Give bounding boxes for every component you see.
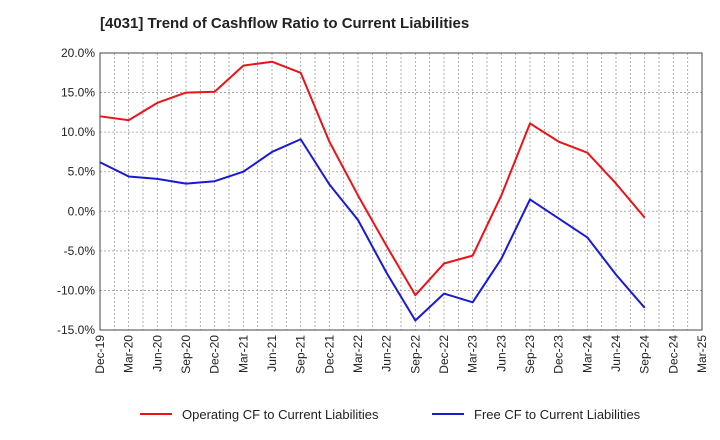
x-tick-label: Dec-22 — [437, 335, 451, 374]
x-tick-label: Dec-19 — [93, 335, 107, 374]
x-tick-label: Jun-23 — [494, 335, 508, 372]
series-line-2 — [99, 138, 646, 322]
plot-area — [100, 53, 702, 330]
plot-border — [99, 52, 703, 331]
x-tick-label: Jun-24 — [609, 335, 623, 372]
x-tick-label: Sep-21 — [294, 335, 308, 374]
legend-label-1: Operating CF to Current Liabilities — [182, 407, 379, 422]
x-tick-label: Mar-24 — [580, 335, 594, 373]
y-tick-label: -15.0% — [57, 323, 95, 337]
series-line-1 — [99, 60, 646, 297]
y-tick-label: -10.0% — [57, 283, 95, 297]
y-tick-label: 20.0% — [61, 46, 95, 60]
y-tick-label: 0.0% — [68, 204, 96, 218]
x-tick-label: Mar-25 — [695, 335, 709, 373]
y-tick-label: 5.0% — [68, 165, 96, 179]
x-tick-label: Sep-20 — [179, 335, 193, 374]
x-tick-label: Sep-24 — [638, 335, 652, 374]
x-tick-label: Mar-22 — [351, 335, 365, 373]
x-tick-label: Dec-20 — [208, 335, 222, 374]
chart-title: [4031] Trend of Cashflow Ratio to Curren… — [100, 15, 470, 32]
x-tick-label: Jun-21 — [265, 335, 279, 372]
x-tick-label: Sep-22 — [408, 335, 422, 374]
y-tick-label: -5.0% — [64, 244, 96, 258]
x-tick-label: Mar-23 — [466, 335, 480, 373]
x-tick-label: Mar-21 — [236, 335, 250, 373]
y-tick-label: 15.0% — [61, 86, 95, 100]
legend-label-2: Free CF to Current Liabilities — [474, 407, 641, 422]
x-tick-label: Jun-22 — [380, 335, 394, 372]
y-tick-label: 10.0% — [61, 125, 95, 139]
x-tick-label: Dec-21 — [322, 335, 336, 374]
x-tick-label: Dec-24 — [666, 335, 680, 374]
x-tick-label: Mar-20 — [122, 335, 136, 373]
x-tick-label: Sep-23 — [523, 335, 537, 374]
x-tick-label: Dec-23 — [552, 335, 566, 374]
x-tick-label: Jun-20 — [150, 335, 164, 372]
